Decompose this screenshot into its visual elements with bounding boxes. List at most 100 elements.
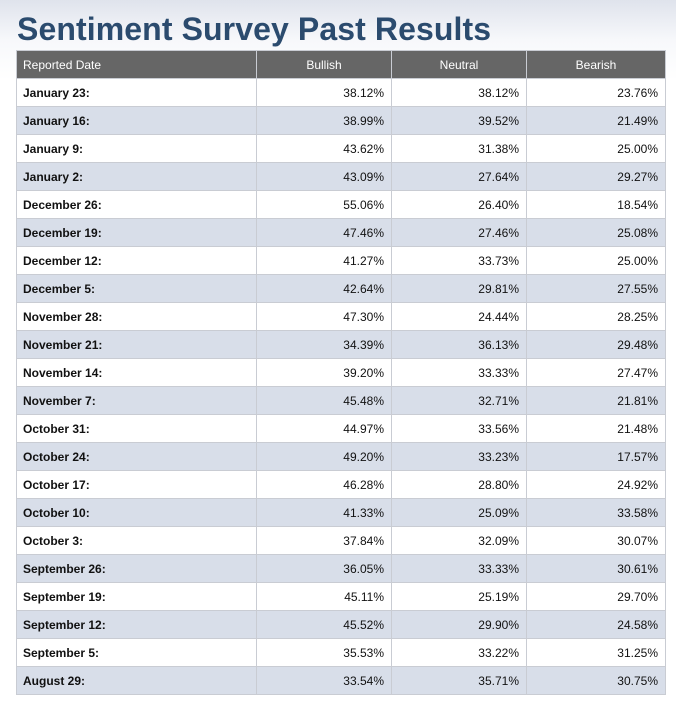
neutral-cell: 33.33% — [391, 358, 527, 387]
neutral-cell: 33.56% — [391, 414, 527, 443]
table-row: December 12: 41.27% 33.73% 25.00% — [16, 246, 666, 275]
bearish-cell: 31.25% — [526, 638, 666, 667]
bullish-cell: 39.20% — [256, 358, 392, 387]
neutral-cell: 25.19% — [391, 582, 527, 611]
bullish-cell: 45.52% — [256, 610, 392, 639]
neutral-cell: 31.38% — [391, 134, 527, 163]
date-cell: August 29: — [16, 666, 257, 695]
table-body: January 23: 38.12% 38.12% 23.76% January 16:… — [16, 78, 666, 695]
table-row: September 26: 36.05% 33.33% 30.61% — [16, 554, 666, 583]
column-header-bearish: Bearish — [526, 50, 666, 79]
bullish-cell: 34.39% — [256, 330, 392, 359]
bearish-cell: 29.27% — [526, 162, 666, 191]
bearish-cell: 29.70% — [526, 582, 666, 611]
bearish-cell: 24.92% — [526, 470, 666, 499]
column-header-reported-date: Reported Date — [16, 50, 257, 79]
bullish-cell: 47.30% — [256, 302, 392, 331]
neutral-cell: 32.71% — [391, 386, 527, 415]
neutral-cell: 33.22% — [391, 638, 527, 667]
bearish-cell: 30.75% — [526, 666, 666, 695]
sentiment-results-table: Reported Date Bullish Neutral Bearish Ja… — [16, 50, 666, 695]
table-row: October 10: 41.33% 25.09% 33.58% — [16, 498, 666, 527]
bullish-cell: 41.27% — [256, 246, 392, 275]
bearish-cell: 25.00% — [526, 246, 666, 275]
neutral-cell: 32.09% — [391, 526, 527, 555]
neutral-cell: 36.13% — [391, 330, 527, 359]
bullish-cell: 49.20% — [256, 442, 392, 471]
table-row: November 28: 47.30% 24.44% 28.25% — [16, 302, 666, 331]
bearish-cell: 29.48% — [526, 330, 666, 359]
neutral-cell: 35.71% — [391, 666, 527, 695]
bullish-cell: 43.09% — [256, 162, 392, 191]
bullish-cell: 44.97% — [256, 414, 392, 443]
bullish-cell: 35.53% — [256, 638, 392, 667]
bearish-cell: 33.58% — [526, 498, 666, 527]
table-row: August 29: 33.54% 35.71% 30.75% — [16, 666, 666, 695]
bearish-cell: 23.76% — [526, 78, 666, 107]
table-row: October 31: 44.97% 33.56% 21.48% — [16, 414, 666, 443]
date-cell: November 28: — [16, 302, 257, 331]
bullish-cell: 37.84% — [256, 526, 392, 555]
date-cell: November 7: — [16, 386, 257, 415]
bearish-cell: 25.00% — [526, 134, 666, 163]
neutral-cell: 33.73% — [391, 246, 527, 275]
date-cell: November 21: — [16, 330, 257, 359]
date-cell: January 23: — [16, 78, 257, 107]
bearish-cell: 17.57% — [526, 442, 666, 471]
date-cell: January 16: — [16, 106, 257, 135]
bearish-cell: 25.08% — [526, 218, 666, 247]
bullish-cell: 43.62% — [256, 134, 392, 163]
bullish-cell: 36.05% — [256, 554, 392, 583]
table-row: October 24: 49.20% 33.23% 17.57% — [16, 442, 666, 471]
date-cell: January 9: — [16, 134, 257, 163]
bullish-cell: 38.12% — [256, 78, 392, 107]
bullish-cell: 45.11% — [256, 582, 392, 611]
header-row: Reported Date Bullish Neutral Bearish — [16, 50, 666, 79]
table-row: January 2: 43.09% 27.64% 29.27% — [16, 162, 666, 191]
column-header-neutral: Neutral — [391, 50, 527, 79]
bullish-cell: 42.64% — [256, 274, 392, 303]
bearish-cell: 21.48% — [526, 414, 666, 443]
table-row: November 21: 34.39% 36.13% 29.48% — [16, 330, 666, 359]
table-row: December 26: 55.06% 26.40% 18.54% — [16, 190, 666, 219]
neutral-cell: 24.44% — [391, 302, 527, 331]
table-row: September 5: 35.53% 33.22% 31.25% — [16, 638, 666, 667]
date-cell: October 24: — [16, 442, 257, 471]
bullish-cell: 38.99% — [256, 106, 392, 135]
bearish-cell: 18.54% — [526, 190, 666, 219]
table-row: January 23: 38.12% 38.12% 23.76% — [16, 78, 666, 107]
date-cell: September 12: — [16, 610, 257, 639]
bearish-cell: 30.61% — [526, 554, 666, 583]
bearish-cell: 27.55% — [526, 274, 666, 303]
date-cell: January 2: — [16, 162, 257, 191]
neutral-cell: 33.23% — [391, 442, 527, 471]
date-cell: December 26: — [16, 190, 257, 219]
table-row: November 14: 39.20% 33.33% 27.47% — [16, 358, 666, 387]
table-row: December 5: 42.64% 29.81% 27.55% — [16, 274, 666, 303]
date-cell: September 26: — [16, 554, 257, 583]
date-cell: October 3: — [16, 526, 257, 555]
neutral-cell: 27.46% — [391, 218, 527, 247]
bullish-cell: 45.48% — [256, 386, 392, 415]
neutral-cell: 28.80% — [391, 470, 527, 499]
table-header: Reported Date Bullish Neutral Bearish — [16, 50, 666, 79]
neutral-cell: 27.64% — [391, 162, 527, 191]
date-cell: October 31: — [16, 414, 257, 443]
date-cell: October 17: — [16, 470, 257, 499]
bullish-cell: 41.33% — [256, 498, 392, 527]
date-cell: October 10: — [16, 498, 257, 527]
neutral-cell: 29.90% — [391, 610, 527, 639]
bearish-cell: 21.49% — [526, 106, 666, 135]
bearish-cell: 24.58% — [526, 610, 666, 639]
neutral-cell: 39.52% — [391, 106, 527, 135]
bullish-cell: 33.54% — [256, 666, 392, 695]
table-row: September 12: 45.52% 29.90% 24.58% — [16, 610, 666, 639]
bullish-cell: 47.46% — [256, 218, 392, 247]
table-row: November 7: 45.48% 32.71% 21.81% — [16, 386, 666, 415]
table-row: October 17: 46.28% 28.80% 24.92% — [16, 470, 666, 499]
table-row: January 16: 38.99% 39.52% 21.49% — [16, 106, 666, 135]
table-row: January 9: 43.62% 31.38% 25.00% — [16, 134, 666, 163]
bullish-cell: 55.06% — [256, 190, 392, 219]
date-cell: November 14: — [16, 358, 257, 387]
bearish-cell: 28.25% — [526, 302, 666, 331]
